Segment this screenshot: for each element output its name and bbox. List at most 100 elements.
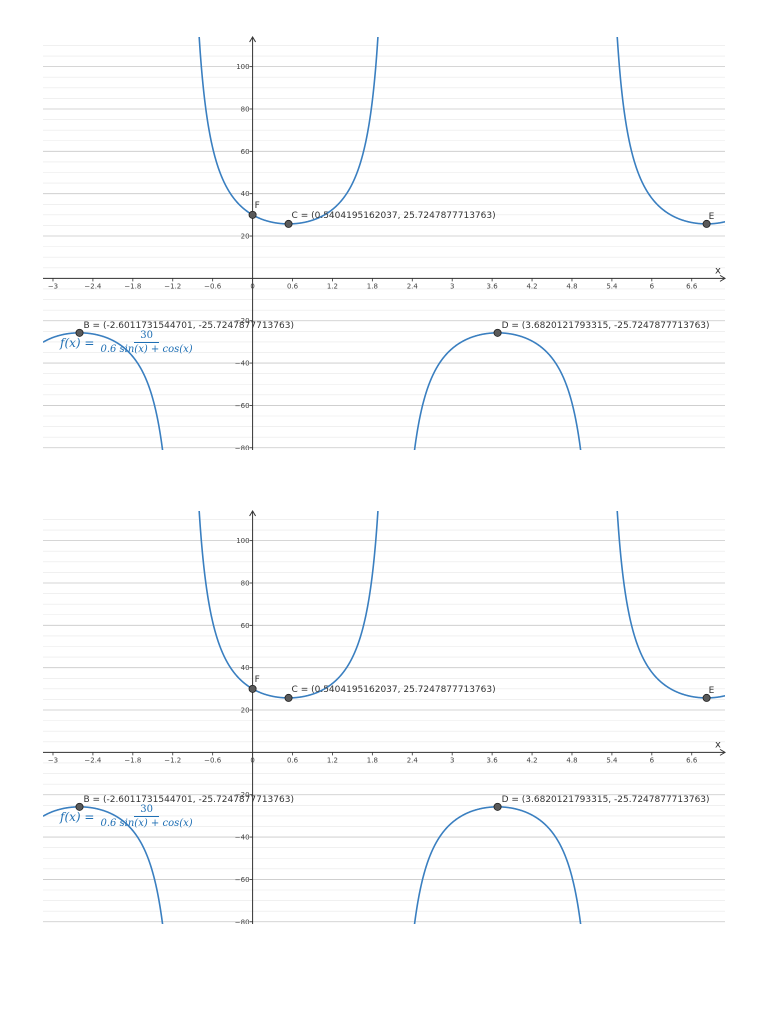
x-tick-label: −0.6 (204, 756, 222, 764)
x-tick-label: 5.4 (606, 282, 618, 290)
y-axis-arrow (249, 510, 257, 517)
y-axis-arrow (249, 36, 257, 43)
x-tick-label: 3.6 (487, 756, 499, 764)
graph-canvas: x −3 −2.4 −1.8 −1.2 −0.6 0 0.6 1.2 1.8 2.4 3 3.6 4.2 4… (43, 510, 726, 924)
point-d[interactable]: D = (3.6820121793315, -25.7247877713763) (493, 321, 710, 337)
point-label: D = (3.6820121793315, -25.7247877713763) (502, 321, 710, 331)
function-curve (43, 511, 725, 924)
x-tick-label: 6 (650, 756, 655, 764)
y-tick-label: −20 (235, 791, 250, 799)
x-tick-label: 1.8 (367, 756, 378, 764)
point-d[interactable]: D = (3.6820121793315, -25.7247877713763) (493, 795, 710, 811)
x-tick-label: −2.4 (84, 756, 102, 764)
point-c[interactable]: C = (0.5404195162037, 25.7247877713763) (284, 211, 496, 228)
x-tick-label: 3 (450, 756, 454, 764)
point-marker[interactable] (702, 693, 711, 702)
y-tick-label: −40 (235, 834, 250, 842)
graph-canvas: x −3 −2.4 −1.8 −1.2 −0.6 0 0.6 1.2 1.8 2.4 3 3.6 4.2 4… (43, 36, 726, 450)
y-tick-label: 60 (241, 622, 250, 630)
x-axis-arrow (719, 274, 726, 282)
x-tick-label: 2.4 (407, 282, 419, 290)
x-tick-label: −1.2 (164, 756, 181, 764)
point-label: B = (-2.6011731544701, -25.7247877713763… (84, 321, 294, 331)
curve-branch (413, 806, 582, 924)
point-marker[interactable] (702, 219, 711, 228)
x-tick-label: 1.2 (327, 756, 338, 764)
curve-branch (43, 332, 164, 450)
point-marker[interactable] (493, 328, 502, 337)
x-tick-label: 1.8 (367, 282, 378, 290)
y-tick-label: −60 (235, 876, 250, 884)
x-tick-label: 0 (250, 282, 254, 290)
point-e[interactable]: E (702, 212, 715, 228)
x-tick-label: −1.8 (124, 282, 141, 290)
formula-lhs: f(x) = (60, 335, 95, 350)
curve-branch (198, 37, 379, 225)
y-tick-label: −40 (235, 360, 250, 368)
x-tick-label: 3.6 (487, 282, 499, 290)
y-tick-label: 40 (241, 190, 250, 198)
grid (43, 519, 725, 923)
point-c[interactable]: C = (0.5404195162037, 25.7247877713763) (284, 685, 496, 702)
x-tick-label: 4.2 (526, 756, 537, 764)
x-tick-label: 4.8 (566, 756, 577, 764)
point-b[interactable]: B = (-2.6011731544701, -25.7247877713763… (75, 795, 294, 811)
point-marker[interactable] (284, 693, 293, 702)
point-marker[interactable] (75, 802, 84, 811)
axes: x −3 −2.4 −1.8 −1.2 −0.6 0 0.6 1.2 1.8 2.4 3 3.6 4.2 4… (43, 36, 726, 450)
x-tick-label: 0 (250, 756, 254, 764)
y-tick-label: 100 (236, 537, 249, 545)
point-b[interactable]: B = (-2.6011731544701, -25.7247877713763… (75, 321, 294, 337)
formula-lhs: f(x) = (60, 809, 95, 824)
curve-branch (43, 806, 164, 924)
formula-denominator: 0.6 sin(x) + cos(x) (100, 344, 193, 355)
x-tick-label: −1.2 (164, 282, 181, 290)
point-e[interactable]: E (702, 686, 715, 702)
x-tick-label: −1.8 (124, 756, 141, 764)
x-axis-arrow (719, 748, 726, 756)
formula-numerator: 30 (134, 330, 159, 343)
y-tick-label: −80 (235, 918, 250, 924)
axes: x −3 −2.4 −1.8 −1.2 −0.6 0 0.6 1.2 1.8 2.4 3 3.6 4.2 4… (43, 510, 726, 924)
x-tick-label: −3 (48, 756, 58, 764)
grid (43, 45, 725, 449)
x-axis-label: x (715, 265, 721, 276)
point-f[interactable]: F (248, 201, 260, 219)
point-label: E (709, 686, 715, 696)
y-tick-label: 60 (241, 148, 250, 156)
function-formula: f(x) = 30 0.6 sin(x) + cos(x) (60, 804, 193, 829)
y-tick-label: 80 (241, 105, 250, 113)
curve-branch (616, 511, 725, 699)
point-label: E (709, 212, 715, 222)
curve-branch (616, 37, 725, 225)
x-tick-label: 2.4 (407, 756, 419, 764)
x-tick-label: 5.4 (606, 756, 618, 764)
y-tick-label: −60 (235, 402, 250, 410)
point-label: F (255, 675, 260, 685)
point-marker[interactable] (284, 219, 293, 228)
point-label: B = (-2.6011731544701, -25.7247877713763… (84, 795, 294, 805)
point-marker[interactable] (493, 802, 502, 811)
point-marker[interactable] (248, 684, 257, 693)
x-tick-label: 4.8 (566, 282, 577, 290)
y-tick-label: −20 (235, 317, 250, 325)
function-curve (43, 37, 725, 450)
x-axis-label: x (715, 739, 721, 750)
x-tick-label: 6.6 (686, 756, 698, 764)
point-marker[interactable] (248, 210, 257, 219)
x-tick-label: 0.6 (287, 756, 299, 764)
point-label: C = (0.5404195162037, 25.7247877713763) (292, 685, 496, 695)
y-tick-label: 100 (236, 63, 249, 71)
x-tick-label: −2.4 (84, 282, 102, 290)
point-marker[interactable] (75, 328, 84, 337)
x-tick-label: 4.2 (526, 282, 537, 290)
y-tick-label: 80 (241, 579, 250, 587)
y-tick-label: 20 (241, 233, 250, 241)
point-label: D = (3.6820121793315, -25.7247877713763) (502, 795, 710, 805)
point-f[interactable]: F (248, 675, 260, 693)
function-formula: f(x) = 30 0.6 sin(x) + cos(x) (60, 330, 193, 355)
curve-branch (198, 511, 379, 699)
graph-panel-bottom: x −3 −2.4 −1.8 −1.2 −0.6 0 0.6 1.2 1.8 2.4 3 3.6 4.2 4… (0, 474, 768, 924)
x-tick-label: −3 (48, 282, 58, 290)
x-tick-label: 0.6 (287, 282, 299, 290)
